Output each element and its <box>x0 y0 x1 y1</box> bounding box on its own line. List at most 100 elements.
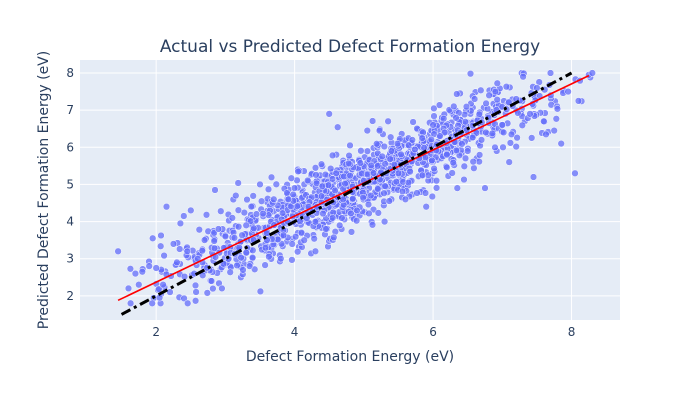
data-point <box>374 162 382 170</box>
chart-title: Actual vs Predicted Defect Formation Ene… <box>160 37 540 57</box>
data-point <box>228 214 236 222</box>
data-point <box>221 232 230 241</box>
data-point <box>243 195 251 204</box>
data-point <box>311 247 320 255</box>
data-point <box>418 171 427 179</box>
data-point <box>428 192 436 201</box>
data-point <box>245 262 254 270</box>
data-point <box>346 172 354 180</box>
data-point <box>248 253 257 262</box>
data-point <box>418 134 426 142</box>
data-point <box>482 128 490 137</box>
data-point <box>428 156 436 165</box>
data-point <box>381 160 389 168</box>
data-point <box>421 189 430 197</box>
data-point <box>574 97 583 105</box>
data-point <box>340 172 348 181</box>
data-point <box>294 248 302 256</box>
data-point <box>249 192 257 200</box>
data-point <box>499 128 508 137</box>
data-point <box>341 180 349 188</box>
data-point <box>338 214 346 222</box>
data-point <box>364 200 373 209</box>
data-point <box>450 102 458 111</box>
data-point <box>485 91 493 99</box>
x-tick-label: 6 <box>429 325 437 339</box>
data-point <box>327 164 335 173</box>
data-point <box>470 95 479 103</box>
data-point <box>488 129 496 138</box>
data-point <box>135 281 143 289</box>
data-point <box>482 99 490 108</box>
data-point <box>166 288 174 296</box>
data-point <box>464 147 472 155</box>
data-point <box>257 197 266 205</box>
data-point <box>230 234 239 242</box>
data-point <box>380 142 388 151</box>
data-point <box>145 262 153 270</box>
data-point <box>264 185 273 193</box>
x-tick-label: 4 <box>291 325 299 339</box>
data-point <box>462 103 471 111</box>
data-point <box>157 231 165 240</box>
data-point <box>131 269 140 278</box>
data-point <box>357 147 365 155</box>
data-point <box>195 226 203 234</box>
data-point <box>491 143 499 152</box>
data-point <box>427 135 435 144</box>
data-point <box>466 70 475 78</box>
data-point <box>214 225 223 233</box>
data-point <box>218 284 226 293</box>
data-point <box>288 240 296 248</box>
data-point <box>347 209 355 218</box>
data-point <box>202 211 211 219</box>
data-point <box>384 117 392 125</box>
data-point <box>290 184 299 192</box>
data-point <box>339 195 347 203</box>
data-point <box>180 212 188 220</box>
data-point <box>317 192 326 200</box>
data-point <box>331 186 339 195</box>
data-point <box>310 235 318 243</box>
data-point <box>528 134 536 142</box>
data-point <box>519 73 527 81</box>
data-point <box>507 130 516 138</box>
data-point <box>332 169 340 177</box>
data-point <box>393 140 402 148</box>
data-point <box>477 136 486 144</box>
data-point <box>557 139 565 148</box>
data-point <box>265 253 273 261</box>
data-point <box>460 175 468 184</box>
data-point <box>349 195 357 203</box>
data-point <box>363 170 372 179</box>
data-point <box>526 110 534 118</box>
data-point <box>191 297 200 305</box>
y-tick-label: 8 <box>66 66 74 80</box>
data-point <box>493 79 501 87</box>
data-point <box>288 256 296 264</box>
data-point <box>550 126 558 135</box>
data-point <box>319 209 327 218</box>
data-point <box>513 134 521 142</box>
data-point <box>546 69 555 77</box>
data-point <box>380 217 389 226</box>
data-point <box>392 178 400 186</box>
data-point <box>356 159 364 167</box>
data-point <box>369 169 378 177</box>
data-point <box>210 237 218 245</box>
data-point <box>381 182 389 190</box>
data-point <box>430 164 438 173</box>
data-point <box>397 150 405 159</box>
data-point <box>436 132 444 140</box>
data-point <box>173 258 181 267</box>
identity-line <box>120 71 573 316</box>
data-point <box>184 299 192 307</box>
data-point <box>234 179 242 187</box>
data-point <box>398 187 407 196</box>
data-point <box>209 284 217 293</box>
data-point <box>291 233 300 241</box>
data-point <box>367 161 375 170</box>
data-point <box>321 170 330 179</box>
data-point <box>368 221 377 229</box>
data-point <box>552 115 560 123</box>
